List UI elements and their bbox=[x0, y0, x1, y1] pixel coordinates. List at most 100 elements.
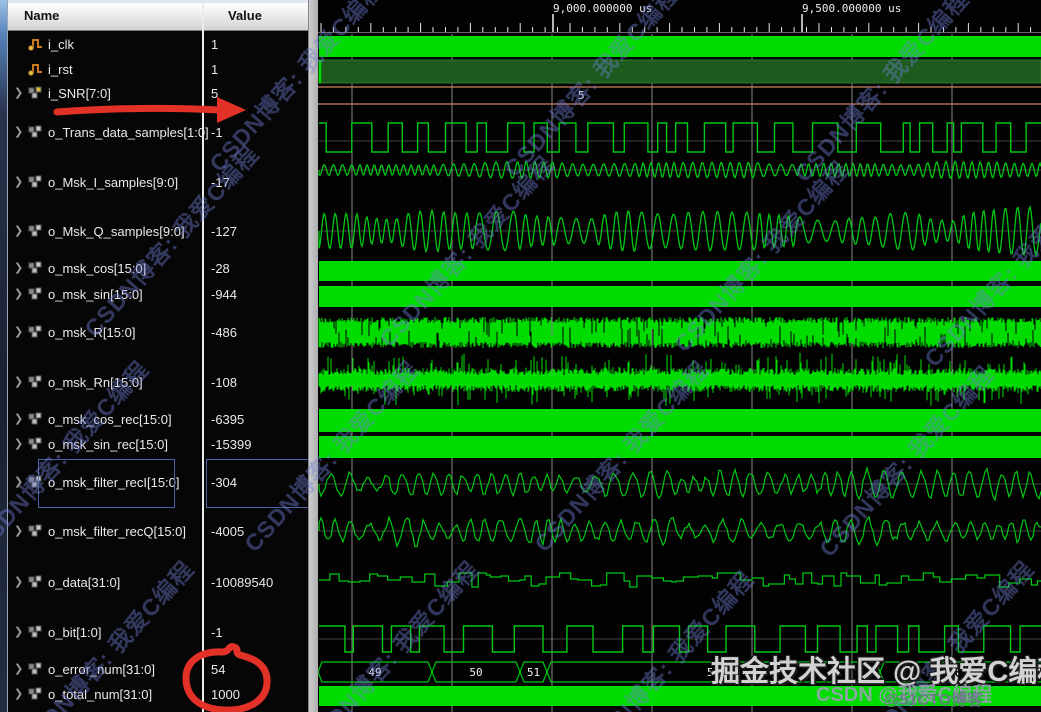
watermark-footer-51cto: @51CTO博客 bbox=[884, 692, 983, 709]
signal-value: -1 bbox=[211, 125, 223, 140]
signal-row-o_msk_cos150[interactable]: ❯ o_msk_cos[15:0] bbox=[8, 257, 202, 281]
signal-value: -4005 bbox=[211, 524, 245, 539]
signal-rows-container: i_clk 1 i_rst 1 ❯ i_SNR[7:0] 5 ❯ o_Trans_data_sa… bbox=[0, 0, 309, 712]
expand-chevron-icon[interactable]: ❯ bbox=[14, 225, 24, 237]
wave-solid-band bbox=[319, 409, 1041, 432]
bus-signal-icon bbox=[28, 412, 44, 426]
scalar-port-icon bbox=[28, 62, 44, 76]
wave-bus-const: 5 bbox=[317, 86, 1041, 105]
expand-chevron-icon[interactable]: ❯ bbox=[14, 626, 24, 638]
wave-solid-band bbox=[319, 286, 1041, 307]
signal-name-label: o_msk_filter_recQ[15:0] bbox=[48, 524, 187, 539]
expand-chevron-icon[interactable]: ❯ bbox=[14, 87, 24, 99]
signal-name-label: o_msk_R[15:0] bbox=[48, 325, 136, 340]
bus-signal-icon bbox=[28, 175, 44, 189]
expand-chevron-icon[interactable]: ❯ bbox=[14, 326, 24, 338]
value-column-header: Value bbox=[228, 8, 262, 23]
signal-row-o_msk_i_samples90[interactable]: ❯ o_Msk_I_samples[9:0] bbox=[8, 171, 202, 195]
signal-row-o_bit10[interactable]: ❯ o_bit[1:0] bbox=[8, 621, 202, 645]
expand-chevron-icon[interactable]: ❯ bbox=[14, 663, 24, 675]
signal-value: -6395 bbox=[211, 412, 245, 427]
wave-solid-band bbox=[319, 436, 1041, 458]
selected-name-box bbox=[38, 459, 175, 508]
svg-text:51: 51 bbox=[527, 666, 540, 679]
signal-row-o_msk_rn150[interactable]: ❯ o_msk_Rn[15:0] bbox=[8, 371, 202, 395]
signal-row-o_total_num310[interactable]: ❯ o_total_num[31:0] bbox=[8, 683, 202, 707]
expand-chevron-icon[interactable]: ❯ bbox=[14, 288, 24, 300]
svg-text:49: 49 bbox=[368, 666, 381, 679]
name-column-header: Name bbox=[24, 8, 60, 23]
signal-value: 1 bbox=[211, 37, 219, 52]
svg-text:50: 50 bbox=[469, 666, 482, 679]
signal-name-label: o_msk_Rn[15:0] bbox=[48, 375, 143, 390]
signal-name-label: o_msk_sin_rec[15:0] bbox=[48, 437, 168, 452]
signal-name-label: i_rst bbox=[48, 62, 73, 77]
expand-chevron-icon[interactable]: ❯ bbox=[14, 413, 24, 425]
bus-signal-icon bbox=[28, 325, 44, 339]
expand-chevron-icon[interactable]: ❯ bbox=[14, 438, 24, 450]
expand-chevron-icon[interactable]: ❯ bbox=[14, 476, 24, 488]
watermark-footer-main: 掘金技术社区 @ 我爱C编程 bbox=[711, 656, 1041, 688]
signal-name-label: i_SNR[7:0] bbox=[48, 86, 111, 101]
signal-row-i_rst[interactable]: i_rst bbox=[8, 58, 202, 82]
signal-value: -108 bbox=[211, 375, 238, 390]
wave-sine bbox=[318, 205, 1041, 258]
signal-value: 1 bbox=[211, 62, 219, 77]
expand-chevron-icon[interactable]: ❯ bbox=[14, 376, 24, 388]
signal-name-label: o_msk_cos[15:0] bbox=[48, 261, 147, 276]
expand-chevron-icon[interactable]: ❯ bbox=[14, 525, 24, 537]
selected-value-box bbox=[206, 459, 309, 508]
signal-row-o_msk_cos_rec150[interactable]: ❯ o_msk_cos_rec[15:0] bbox=[8, 408, 202, 432]
panel-splitter[interactable] bbox=[308, 0, 318, 712]
wave-square bbox=[319, 625, 1041, 653]
signal-name-label: o_bit[1:0] bbox=[48, 625, 102, 640]
bus-signal-icon bbox=[28, 224, 44, 238]
signal-value: -10089540 bbox=[211, 575, 274, 590]
signal-row-i_snr70[interactable]: ❯ i_SNR[7:0] bbox=[8, 82, 202, 106]
signal-value: -1 bbox=[211, 625, 223, 640]
signal-row-o_msk_sin_rec150[interactable]: ❯ o_msk_sin_rec[15:0] bbox=[8, 433, 202, 457]
signal-row-i_clk[interactable]: i_clk bbox=[8, 33, 202, 57]
left-scroll-strip[interactable] bbox=[0, 0, 8, 712]
signal-name-panel: Name Value i_clk 1 i_rst 1 ❯ i_SNR[7:0] 5 ❯ o_Tr… bbox=[0, 0, 309, 712]
signal-row-o_msk_sin150[interactable]: ❯ o_msk_sin[15:0] bbox=[8, 283, 202, 307]
expand-chevron-icon[interactable]: ❯ bbox=[14, 576, 24, 588]
signal-value: -17 bbox=[211, 175, 230, 190]
signal-row-o_data310[interactable]: ❯ o_data[31:0] bbox=[8, 571, 202, 595]
svg-text:52: 52 bbox=[707, 666, 720, 679]
wave-solid-band bbox=[319, 261, 1041, 281]
bus-signal-icon bbox=[28, 437, 44, 451]
bus-signal-icon bbox=[28, 575, 44, 589]
expand-chevron-icon[interactable]: ❯ bbox=[14, 176, 24, 188]
signal-value: -15399 bbox=[211, 437, 252, 452]
expand-chevron-icon[interactable]: ❯ bbox=[14, 126, 24, 138]
column-divider[interactable] bbox=[202, 3, 204, 712]
bus-signal-icon bbox=[28, 125, 44, 139]
wave-step bbox=[319, 572, 1041, 588]
wave-noisy-sine bbox=[318, 515, 1041, 549]
signal-value: 1000 bbox=[211, 687, 240, 702]
panel-header: Name Value bbox=[8, 3, 308, 31]
signal-row-o_msk_filter_recq150[interactable]: ❯ o_msk_filter_recQ[15:0] bbox=[8, 520, 202, 544]
signal-row-o_error_num310[interactable]: ❯ o_error_num[31:0] bbox=[8, 658, 202, 682]
signal-value: 54 bbox=[211, 662, 226, 677]
scalar-port-icon bbox=[28, 37, 44, 51]
signal-name-label: o_data[31:0] bbox=[48, 575, 121, 590]
timeline-ruler: 9,000.000000 us 9,500.000000 us bbox=[317, 2, 1041, 33]
bus-signal-icon bbox=[28, 625, 44, 639]
expand-chevron-icon[interactable]: ❯ bbox=[14, 262, 24, 274]
expand-chevron-icon[interactable]: ❯ bbox=[14, 688, 24, 700]
waveform-canvas[interactable]: 9,000.000000 us 9,500.000000 us 5 49 50 51 52 5… bbox=[317, 0, 1041, 712]
svg-text:5: 5 bbox=[578, 89, 585, 102]
signal-value: -28 bbox=[211, 261, 230, 276]
svg-text:53: 53 bbox=[946, 666, 959, 679]
signal-row-o_msk_q_samples90[interactable]: ❯ o_Msk_Q_samples[9:0] bbox=[8, 220, 202, 244]
bus-signal-icon bbox=[28, 86, 44, 100]
signal-row-o_msk_r150[interactable]: ❯ o_msk_R[15:0] bbox=[8, 321, 202, 345]
signal-row-o_trans_data_samples10[interactable]: ❯ o_Trans_data_samples[1:0] bbox=[8, 121, 209, 145]
wave-sine bbox=[318, 160, 1041, 180]
signal-name-label: o_msk_filter_recI[15:0] bbox=[48, 475, 180, 490]
bus-signal-icon bbox=[28, 524, 44, 538]
wave-noisy-sine bbox=[318, 465, 1041, 502]
